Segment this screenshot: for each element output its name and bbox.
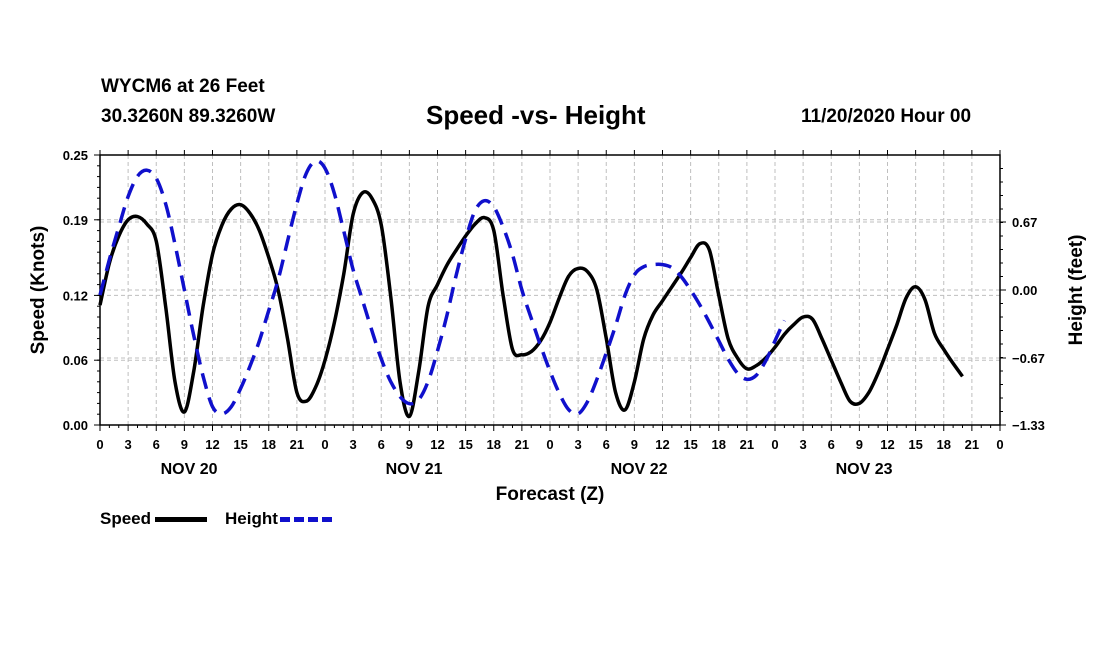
chart-title: Speed -vs- Height (426, 100, 646, 130)
x-tick-label: 12 (880, 437, 894, 452)
x-tick-label: 21 (740, 437, 754, 452)
x-tick-label: 6 (828, 437, 835, 452)
legend-speed-label: Speed (100, 509, 152, 528)
x-tick-label: 0 (321, 437, 328, 452)
grid-lines (100, 155, 1000, 426)
day-label: NOV 20 (161, 461, 218, 478)
day-label: NOV 21 (386, 461, 443, 478)
x-tick-label: 15 (233, 437, 247, 452)
station-label: WYCM6 at 26 Feet (101, 76, 265, 97)
y2-tick-label: 0.00 (1012, 283, 1037, 298)
x-tick-label: 18 (262, 437, 276, 452)
run-time-label: 11/20/2020 Hour 00 (801, 106, 972, 127)
y-axis-title: Speed (Knots) (28, 226, 49, 355)
day-label: NOV 22 (611, 461, 668, 478)
x-tick-label: 0 (546, 437, 553, 452)
x-tick-label: 0 (771, 437, 778, 452)
x-tick-label: 15 (683, 437, 697, 452)
y2-axis-title: Height (feet) (1066, 235, 1087, 346)
x-tick-label: 6 (603, 437, 610, 452)
x-tick-label: 0 (996, 437, 1003, 452)
legend-speed-swatch (155, 516, 208, 522)
x-tick-label: 15 (458, 437, 472, 452)
speed-series-line (98, 190, 964, 419)
axis-ticks (94, 150, 1006, 431)
legend-height-label: Height (225, 509, 278, 528)
x-tick-label: 6 (378, 437, 385, 452)
legend: Speed Height (100, 509, 350, 529)
legend-height-swatch (279, 516, 332, 522)
x-tick-label: 18 (937, 437, 951, 452)
x-tick-label: 0 (96, 437, 103, 452)
y-tick-label: 0.12 (63, 288, 88, 303)
legend-item-speed: Speed (100, 509, 208, 529)
x-tick-label: 9 (856, 437, 863, 452)
height-series-line (98, 159, 786, 416)
coordinates-label: 30.3260N 89.3260W (101, 106, 276, 127)
x-tick-label: 18 (487, 437, 501, 452)
day-label: NOV 23 (836, 461, 893, 478)
x-tick-label: 9 (631, 437, 638, 452)
x-tick-label: 9 (181, 437, 188, 452)
y2-tick-label: 0.67 (1012, 215, 1037, 230)
x-tick-label: 12 (655, 437, 669, 452)
series-lines (98, 159, 964, 419)
x-tick-label: 21 (515, 437, 529, 452)
y-tick-label: 0.06 (63, 353, 88, 368)
axis-labels: 0 3 6 9 12 15 18 21 0 3 6 9 12 15 18 21 0 3 6 9 12 15 18 21 0 3 6 9… (63, 148, 1045, 478)
x-tick-label: 3 (350, 437, 357, 452)
x-tick-label: 12 (205, 437, 219, 452)
x-tick-label: 15 (908, 437, 922, 452)
y2-tick-label: −0.67 (1012, 351, 1045, 366)
y-tick-label: 0.00 (63, 418, 88, 433)
x-tick-label: 9 (406, 437, 413, 452)
x-tick-label: 18 (712, 437, 726, 452)
x-tick-label: 6 (153, 437, 160, 452)
y2-tick-label: −1.33 (1012, 418, 1045, 433)
x-tick-label: 3 (575, 437, 582, 452)
x-tick-label: 3 (800, 437, 807, 452)
y-tick-label: 0.25 (63, 148, 88, 163)
y-tick-label: 0.19 (63, 213, 88, 228)
x-tick-label: 3 (125, 437, 132, 452)
x-tick-label: 12 (430, 437, 444, 452)
x-tick-label: 21 (965, 437, 979, 452)
x-axis-title: Forecast (Z) (496, 484, 605, 505)
legend-item-height: Height (225, 509, 332, 529)
x-tick-label: 21 (290, 437, 304, 452)
